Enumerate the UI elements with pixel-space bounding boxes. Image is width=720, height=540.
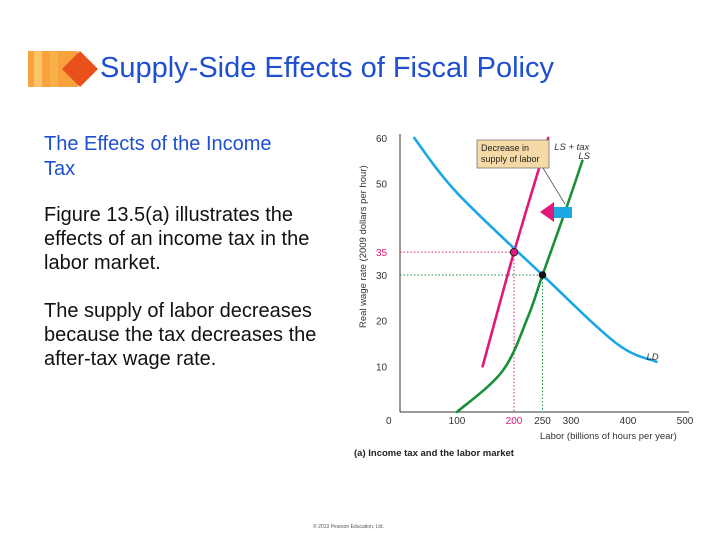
callout-leader-line [542, 167, 566, 205]
callout-text: Decrease in supply of labor [481, 143, 540, 164]
chart-caption: (a) Income tax and the labor market [354, 448, 515, 459]
y-tick-label-60: 60 [376, 134, 388, 145]
y-tick-label-35: 35 [376, 248, 388, 259]
equilibrium-point-0 [538, 271, 547, 279]
y-tick-label-30: 30 [376, 271, 388, 282]
body-paragraph-1: Figure 13.5(a) illustrates the effects o… [44, 204, 310, 274]
x-tick-label-200: 200 [506, 416, 523, 427]
x-tick-label-400: 400 [620, 416, 637, 427]
curve-label-ls: LS [578, 151, 590, 162]
shift-arrow-head [540, 202, 554, 222]
curve-label-ls-tax: LS + tax [554, 142, 590, 153]
x-tick-label-500: 500 [677, 416, 694, 427]
y-axis-label: Real wage rate (2009 dollars per hour) [358, 165, 369, 328]
x-tick-label-100: 100 [449, 416, 466, 427]
title-ornament-icon [28, 51, 98, 87]
body-paragraph-2: The supply of labor decreases because th… [44, 300, 317, 370]
x-tick-label-250: 250 [534, 416, 551, 427]
curve-ld [412, 136, 658, 364]
slide-title: Supply-Side Effects of Fiscal Policy [100, 52, 554, 84]
y-tick-label-10: 10 [376, 362, 388, 373]
x-axis-label: Labor (billions of hours per year) [540, 431, 677, 442]
y-tick-label-50: 50 [376, 180, 388, 191]
curve-ls [455, 159, 584, 414]
section-heading: The Effects of the Income Tax [44, 133, 272, 180]
equilibrium-point-1 [509, 247, 519, 257]
callout-box [476, 139, 550, 169]
copyright-notice: © 2013 Pearson Education, Ltd. [313, 524, 384, 530]
curve-label-ld: LD [647, 352, 659, 363]
origin-label: 0 [386, 416, 392, 427]
y-tick-label-20: 20 [376, 317, 388, 328]
x-tick-label-300: 300 [563, 416, 580, 427]
labor-market-chart: 0 100 200 250 300 400 500 10 20 30 35 50 60 Labor (bi… [354, 134, 694, 459]
shift-arrow-tail [554, 207, 572, 218]
